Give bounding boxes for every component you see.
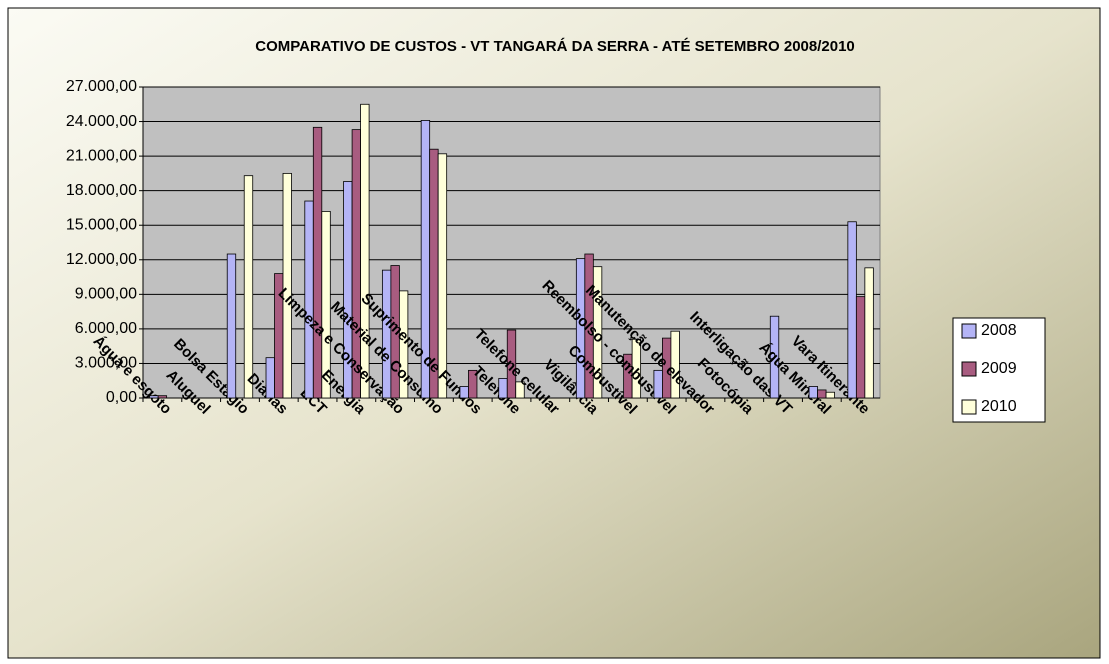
bar [631, 338, 642, 399]
bar [515, 381, 525, 399]
bar [468, 369, 478, 399]
bar [437, 153, 448, 399]
bar [312, 126, 323, 399]
bar [670, 330, 680, 399]
legend-swatch [961, 323, 977, 339]
bar [817, 389, 827, 399]
y-tick-label: 21.000,00 [66, 147, 137, 164]
y-tick-label: 0,00 [106, 389, 137, 406]
bar [243, 175, 254, 399]
bar [149, 395, 159, 399]
legend-swatch [961, 361, 977, 377]
bar [847, 221, 857, 399]
bar [265, 357, 275, 399]
y-tick-label: 6.000,00 [75, 320, 137, 337]
bar [304, 200, 314, 399]
bar [769, 315, 780, 399]
bar [592, 266, 603, 399]
bar [808, 386, 818, 399]
legend-label: 2009 [981, 360, 1017, 377]
y-tick-label: 24.000,00 [66, 113, 137, 130]
bar [825, 391, 835, 399]
bar [157, 395, 168, 399]
bar [506, 329, 517, 399]
legend-label: 2010 [981, 398, 1017, 415]
bar [855, 296, 866, 399]
y-tick-label: 18.000,00 [66, 182, 137, 199]
bar [498, 378, 508, 399]
legend-label: 2008 [981, 322, 1017, 339]
y-tick-label: 27.000,00 [66, 78, 137, 95]
y-tick-label: 3.000,00 [75, 355, 137, 372]
y-tick-label: 15.000,00 [66, 216, 137, 233]
bar [864, 267, 874, 399]
bar [321, 210, 331, 399]
bar [653, 369, 663, 399]
bar [398, 290, 409, 399]
y-tick-label: 9.000,00 [75, 286, 137, 303]
bar [459, 386, 469, 399]
chart-title: COMPARATIVO DE CUSTOS - VT TANGARÁ DA SE… [255, 38, 855, 55]
legend-swatch [961, 399, 977, 415]
y-tick-label: 12.000,00 [66, 251, 137, 268]
bar [360, 103, 370, 399]
bar [282, 172, 292, 399]
bar [226, 253, 237, 399]
